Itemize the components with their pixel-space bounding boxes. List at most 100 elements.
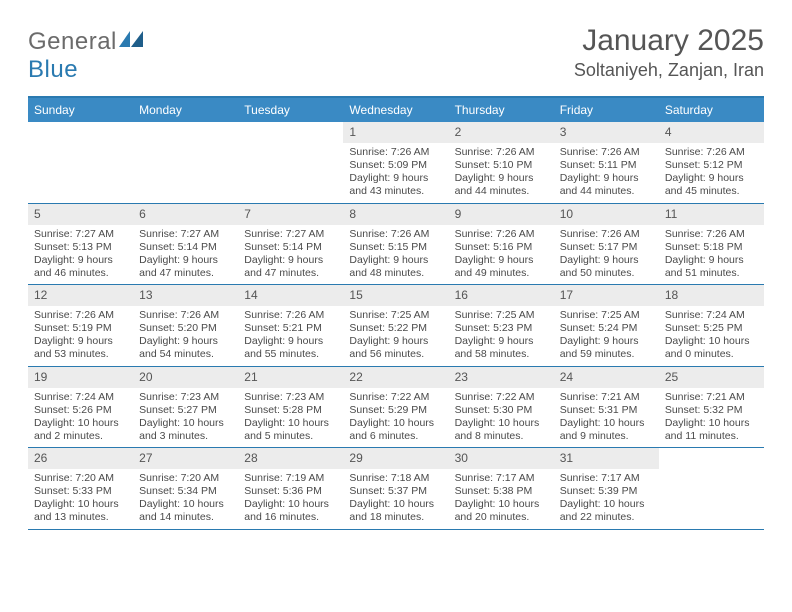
logo-mark-icon <box>119 28 145 56</box>
day-number: 19 <box>28 367 133 388</box>
day-body: Sunrise: 7:26 AMSunset: 5:17 PMDaylight:… <box>554 225 659 285</box>
day-body: Sunrise: 7:23 AMSunset: 5:27 PMDaylight:… <box>133 388 238 448</box>
calendar-cell: 20Sunrise: 7:23 AMSunset: 5:27 PMDayligh… <box>133 367 238 448</box>
sunrise-line: Sunrise: 7:23 AM <box>244 391 337 404</box>
day-number: 27 <box>133 448 238 469</box>
day-number: 20 <box>133 367 238 388</box>
daylight-line: Daylight: 9 hours and 44 minutes. <box>455 172 548 198</box>
calendar-week-row: 19Sunrise: 7:24 AMSunset: 5:26 PMDayligh… <box>28 367 764 449</box>
sunrise-line: Sunrise: 7:26 AM <box>455 228 548 241</box>
day-number: 13 <box>133 285 238 306</box>
sunrise-line: Sunrise: 7:25 AM <box>560 309 653 322</box>
calendar-week-row: 26Sunrise: 7:20 AMSunset: 5:33 PMDayligh… <box>28 448 764 530</box>
weekday-header-cell: Monday <box>133 98 238 122</box>
daylight-line: Daylight: 9 hours and 51 minutes. <box>665 254 758 280</box>
sunrise-line: Sunrise: 7:22 AM <box>349 391 442 404</box>
day-body: Sunrise: 7:25 AMSunset: 5:23 PMDaylight:… <box>449 306 554 366</box>
sunset-line: Sunset: 5:32 PM <box>665 404 758 417</box>
day-number: 5 <box>28 204 133 225</box>
daylight-line: Daylight: 10 hours and 13 minutes. <box>34 498 127 524</box>
day-body: Sunrise: 7:26 AMSunset: 5:20 PMDaylight:… <box>133 306 238 366</box>
calendar-cell: 30Sunrise: 7:17 AMSunset: 5:38 PMDayligh… <box>449 448 554 529</box>
daylight-line: Daylight: 9 hours and 48 minutes. <box>349 254 442 280</box>
day-number: 3 <box>554 122 659 143</box>
sunset-line: Sunset: 5:13 PM <box>34 241 127 254</box>
day-number: 12 <box>28 285 133 306</box>
calendar-cell: 15Sunrise: 7:25 AMSunset: 5:22 PMDayligh… <box>343 285 448 366</box>
day-body: Sunrise: 7:26 AMSunset: 5:10 PMDaylight:… <box>449 143 554 203</box>
daylight-line: Daylight: 9 hours and 58 minutes. <box>455 335 548 361</box>
sunrise-line: Sunrise: 7:17 AM <box>455 472 548 485</box>
sunset-line: Sunset: 5:37 PM <box>349 485 442 498</box>
calendar-week-row: 1Sunrise: 7:26 AMSunset: 5:09 PMDaylight… <box>28 122 764 204</box>
calendar-cell: 23Sunrise: 7:22 AMSunset: 5:30 PMDayligh… <box>449 367 554 448</box>
logo: GeneralBlue <box>28 24 145 84</box>
sunset-line: Sunset: 5:29 PM <box>349 404 442 417</box>
sunset-line: Sunset: 5:26 PM <box>34 404 127 417</box>
day-number: 6 <box>133 204 238 225</box>
sunset-line: Sunset: 5:28 PM <box>244 404 337 417</box>
logo-text-1: General <box>28 28 117 55</box>
day-body: Sunrise: 7:19 AMSunset: 5:36 PMDaylight:… <box>238 469 343 529</box>
daylight-line: Daylight: 10 hours and 16 minutes. <box>244 498 337 524</box>
daylight-line: Daylight: 10 hours and 20 minutes. <box>455 498 548 524</box>
daylight-line: Daylight: 9 hours and 54 minutes. <box>139 335 232 361</box>
sunset-line: Sunset: 5:38 PM <box>455 485 548 498</box>
sunset-line: Sunset: 5:33 PM <box>34 485 127 498</box>
calendar-cell: 16Sunrise: 7:25 AMSunset: 5:23 PMDayligh… <box>449 285 554 366</box>
daylight-line: Daylight: 9 hours and 56 minutes. <box>349 335 442 361</box>
day-body: Sunrise: 7:26 AMSunset: 5:09 PMDaylight:… <box>343 143 448 203</box>
daylight-line: Daylight: 10 hours and 8 minutes. <box>455 417 548 443</box>
day-number: 4 <box>659 122 764 143</box>
sunset-line: Sunset: 5:09 PM <box>349 159 442 172</box>
sunrise-line: Sunrise: 7:25 AM <box>349 309 442 322</box>
calendar-cell: 11Sunrise: 7:26 AMSunset: 5:18 PMDayligh… <box>659 204 764 285</box>
calendar-cell: 2Sunrise: 7:26 AMSunset: 5:10 PMDaylight… <box>449 122 554 203</box>
daylight-line: Daylight: 10 hours and 0 minutes. <box>665 335 758 361</box>
calendar-cell: 28Sunrise: 7:19 AMSunset: 5:36 PMDayligh… <box>238 448 343 529</box>
sunrise-line: Sunrise: 7:19 AM <box>244 472 337 485</box>
daylight-line: Daylight: 10 hours and 18 minutes. <box>349 498 442 524</box>
day-body: Sunrise: 7:27 AMSunset: 5:14 PMDaylight:… <box>133 225 238 285</box>
calendar-cell: 27Sunrise: 7:20 AMSunset: 5:34 PMDayligh… <box>133 448 238 529</box>
calendar-cell: 18Sunrise: 7:24 AMSunset: 5:25 PMDayligh… <box>659 285 764 366</box>
weekday-header-cell: Friday <box>554 98 659 122</box>
day-number: 28 <box>238 448 343 469</box>
calendar-cell: 7Sunrise: 7:27 AMSunset: 5:14 PMDaylight… <box>238 204 343 285</box>
calendar-cell-empty <box>133 122 238 203</box>
daylight-line: Daylight: 9 hours and 47 minutes. <box>244 254 337 280</box>
sunrise-line: Sunrise: 7:26 AM <box>139 309 232 322</box>
calendar-cell: 31Sunrise: 7:17 AMSunset: 5:39 PMDayligh… <box>554 448 659 529</box>
sunset-line: Sunset: 5:20 PM <box>139 322 232 335</box>
day-body: Sunrise: 7:22 AMSunset: 5:30 PMDaylight:… <box>449 388 554 448</box>
daylight-line: Daylight: 9 hours and 44 minutes. <box>560 172 653 198</box>
calendar-cell: 26Sunrise: 7:20 AMSunset: 5:33 PMDayligh… <box>28 448 133 529</box>
day-body: Sunrise: 7:26 AMSunset: 5:12 PMDaylight:… <box>659 143 764 203</box>
day-body: Sunrise: 7:17 AMSunset: 5:38 PMDaylight:… <box>449 469 554 529</box>
day-number: 22 <box>343 367 448 388</box>
day-number: 16 <box>449 285 554 306</box>
daylight-line: Daylight: 9 hours and 59 minutes. <box>560 335 653 361</box>
day-body: Sunrise: 7:27 AMSunset: 5:13 PMDaylight:… <box>28 225 133 285</box>
daylight-line: Daylight: 9 hours and 43 minutes. <box>349 172 442 198</box>
sunrise-line: Sunrise: 7:20 AM <box>34 472 127 485</box>
sunrise-line: Sunrise: 7:26 AM <box>560 228 653 241</box>
day-body: Sunrise: 7:26 AMSunset: 5:15 PMDaylight:… <box>343 225 448 285</box>
day-body: Sunrise: 7:21 AMSunset: 5:32 PMDaylight:… <box>659 388 764 448</box>
sunset-line: Sunset: 5:25 PM <box>665 322 758 335</box>
sunrise-line: Sunrise: 7:21 AM <box>560 391 653 404</box>
weekday-header-row: SundayMondayTuesdayWednesdayThursdayFrid… <box>28 98 764 122</box>
day-body: Sunrise: 7:25 AMSunset: 5:22 PMDaylight:… <box>343 306 448 366</box>
day-body: Sunrise: 7:21 AMSunset: 5:31 PMDaylight:… <box>554 388 659 448</box>
sunset-line: Sunset: 5:39 PM <box>560 485 653 498</box>
sunset-line: Sunset: 5:24 PM <box>560 322 653 335</box>
day-body: Sunrise: 7:26 AMSunset: 5:18 PMDaylight:… <box>659 225 764 285</box>
daylight-line: Daylight: 9 hours and 53 minutes. <box>34 335 127 361</box>
day-number: 7 <box>238 204 343 225</box>
logo-text: GeneralBlue <box>28 28 145 84</box>
calendar-page: GeneralBlue January 2025 Soltaniyeh, Zan… <box>0 0 792 540</box>
day-number: 31 <box>554 448 659 469</box>
calendar-cell: 5Sunrise: 7:27 AMSunset: 5:13 PMDaylight… <box>28 204 133 285</box>
sunrise-line: Sunrise: 7:26 AM <box>349 146 442 159</box>
calendar-cell: 12Sunrise: 7:26 AMSunset: 5:19 PMDayligh… <box>28 285 133 366</box>
